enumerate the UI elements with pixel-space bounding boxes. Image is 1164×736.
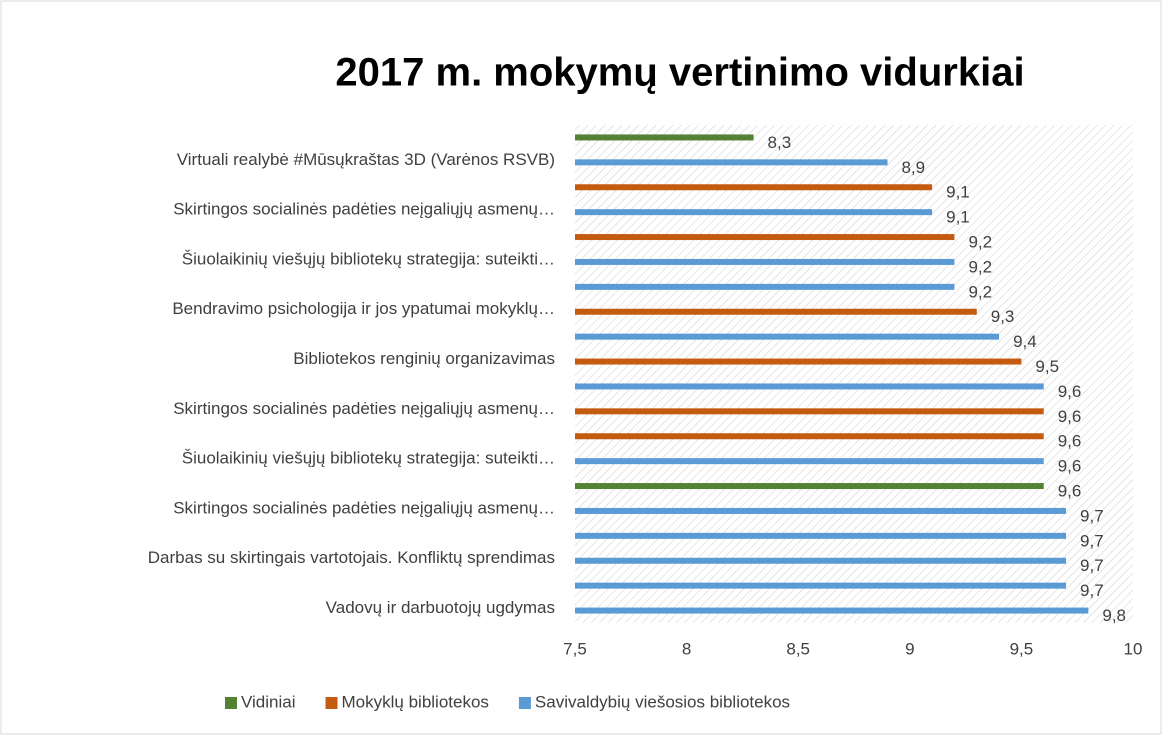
data-label: 9,1 (946, 183, 970, 202)
data-label: 9,7 (1080, 531, 1104, 550)
x-tick-label: 8 (682, 639, 691, 658)
bar (575, 184, 933, 191)
bar (575, 557, 1067, 564)
data-label: 9,2 (968, 282, 992, 301)
data-label: 9,8 (1102, 606, 1126, 625)
legend-label: Mokyklų bibliotekos (342, 692, 489, 711)
data-label: 9,5 (1035, 357, 1059, 376)
bar (575, 258, 955, 265)
bar (575, 333, 1000, 340)
bar (575, 283, 955, 290)
chart-title: 2017 m. mokymų vertinimo vidurkiai (335, 51, 1024, 95)
x-tick-label: 7,5 (563, 639, 587, 658)
bar (575, 134, 754, 141)
y-tick-label: Bendravimo psichologija ir jos ypatumai … (172, 299, 555, 318)
bar (575, 458, 1044, 465)
y-tick-label: Virtuali realybė #Mūsųkraštas 3D (Varėno… (177, 150, 555, 169)
bar (575, 209, 933, 216)
y-tick-label: Skirtingos socialinės padėties neįgaliųj… (173, 200, 555, 219)
bar (575, 532, 1067, 539)
data-label: 9,6 (1058, 457, 1082, 476)
legend-swatch (325, 697, 338, 709)
data-label: 9,6 (1058, 432, 1082, 451)
bar (575, 582, 1067, 589)
x-tick-label: 8,5 (786, 639, 810, 658)
data-label: 9,6 (1058, 382, 1082, 401)
data-label: 9,7 (1080, 556, 1104, 575)
bar (575, 159, 888, 166)
data-label: 9,3 (991, 307, 1015, 326)
plot-area (575, 125, 1133, 623)
data-label: 9,7 (1080, 581, 1104, 600)
data-label: 9,4 (1013, 332, 1037, 351)
y-tick-label: Šiuolaikinių viešųjų bibliotekų strategi… (182, 249, 555, 268)
data-label: 9,6 (1058, 482, 1082, 501)
y-tick-label: Skirtingos socialinės padėties neįgaliųj… (173, 399, 555, 418)
legend-label: Savivaldybių viešosios bibliotekos (535, 692, 790, 711)
bar (575, 383, 1044, 390)
data-label: 9,1 (946, 208, 970, 227)
y-tick-label: Skirtingos socialinės padėties neįgaliųj… (173, 498, 555, 517)
data-label: 9,2 (968, 233, 992, 252)
bar (575, 358, 1022, 365)
data-label: 9,2 (968, 257, 992, 276)
legend-label: Vidiniai (241, 692, 296, 711)
y-tick-label: Bibliotekos renginių organizavimas (293, 349, 555, 368)
y-tick-label: Vadovų ir darbuotojų ugdymas (326, 598, 555, 617)
bar (575, 483, 1044, 490)
x-tick-label: 9,5 (1010, 639, 1034, 658)
y-tick-label: Šiuolaikinių viešųjų bibliotekų strategi… (182, 449, 555, 468)
data-label: 9,6 (1058, 407, 1082, 426)
legend-swatch (225, 697, 237, 709)
data-label: 8,3 (768, 133, 792, 152)
x-tick-label: 9 (905, 639, 914, 658)
bar (575, 507, 1067, 514)
y-tick-label: Darbas su skirtingais vartotojais. Konfl… (148, 548, 555, 567)
bar (575, 308, 977, 315)
bar (575, 408, 1044, 415)
bar (575, 607, 1089, 614)
bar (575, 433, 1044, 440)
legend-swatch (518, 697, 531, 709)
data-label: 8,9 (901, 158, 925, 177)
x-tick-label: 10 (1124, 639, 1143, 658)
bar (575, 234, 955, 241)
data-label: 9,7 (1080, 506, 1104, 525)
